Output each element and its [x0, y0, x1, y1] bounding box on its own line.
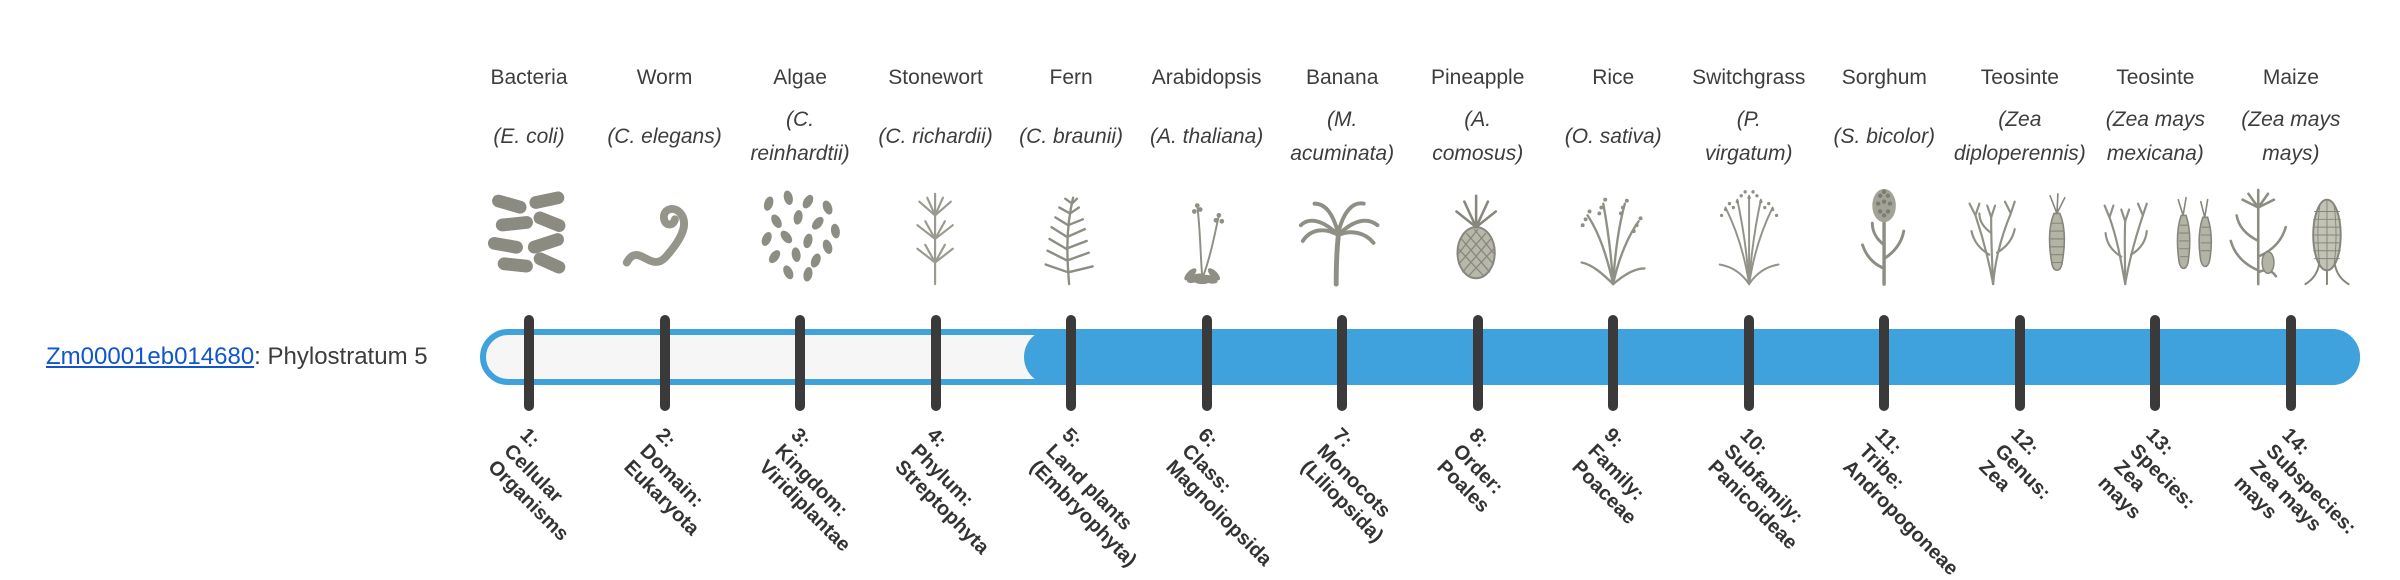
organism-common-name: Teosinte [2116, 66, 2195, 89]
organism-scientific-name: (C. richardii) [844, 100, 1028, 174]
organism-common-name: Sorghum [1841, 66, 1927, 89]
organism-scientific-name: (C. reinhardtii) [708, 100, 892, 174]
stratum-tick [2285, 315, 2296, 411]
organism-scientific-name: (Zea mays mexicana) [2063, 100, 2247, 174]
switchgrass-icon [1657, 176, 1841, 290]
organism-scientific-name: (O. sativa) [1521, 100, 1705, 174]
organism-scientific-name: (S. bicolor) [1792, 100, 1976, 174]
organism-scientific-name-line: (C. elegans) [607, 125, 722, 148]
organism-scientific-name-line: (A. [1464, 108, 1492, 131]
organism-scientific-name: (Zea diploperennis) [1928, 100, 2112, 174]
organism-common-name: Teosinte [1980, 66, 2059, 89]
arabidopsis-icon [1115, 176, 1299, 290]
organism-scientific-name: (A. comosus) [1386, 100, 1570, 174]
stratum-tick [659, 315, 670, 411]
stratum-tick [2150, 315, 2161, 411]
organism-scientific-name-line: mays) [2262, 142, 2320, 165]
organism-scientific-name-line: (P. [1736, 108, 1761, 131]
organism-scientific-name-line: (C. [786, 108, 815, 131]
organism-common-name: Arabidopsis [1151, 66, 1262, 89]
organism-scientific-name-line: (C. braunii) [1019, 125, 1124, 148]
organism-scientific-name: (M. acuminata) [1250, 100, 1434, 174]
organism-scientific-name-line: (C. richardii) [878, 125, 993, 148]
organism-scientific-name: (Zea mays mays) [2199, 100, 2383, 174]
gene-label: Zm00001eb014680: Phylostratum 5 [46, 343, 428, 371]
stonewort-icon [844, 176, 1028, 290]
organism-scientific-name-line: comosus) [1432, 142, 1524, 165]
stratum-tick [1066, 315, 1077, 411]
stratum-tick [524, 315, 534, 411]
teosinte-ear-icon [2063, 176, 2247, 290]
stratum-tick [1201, 315, 1212, 411]
organism-scientific-name: (A. thaliana) [1115, 100, 1299, 174]
sorghum-icon [1792, 176, 1976, 290]
organism-common-name: Switchgrass [1692, 66, 1806, 89]
worm-icon [573, 176, 757, 290]
fern-icon [979, 176, 1163, 290]
stratum-tick [795, 315, 806, 411]
teosinte-icon [1928, 176, 2112, 290]
organism-scientific-name-line: (Zea [1998, 108, 2042, 131]
organism-scientific-name-line: virgatum) [1705, 142, 1793, 165]
organism-common-name: Banana [1305, 66, 1379, 89]
organism-common-name: Maize [2262, 66, 2319, 89]
organism-common-name: Worm [636, 66, 693, 89]
organism-common-name: Algae [773, 66, 827, 89]
organism-scientific-name-line: (A. thaliana) [1150, 125, 1264, 148]
bacteria-icon [437, 176, 621, 290]
organism-common-name: Bacteria [490, 66, 568, 89]
organism-scientific-name-line: (S. bicolor) [1833, 125, 1936, 148]
gene-id-link[interactable]: Zm00001eb014680 [46, 343, 255, 370]
pineapple-icon [1386, 176, 1570, 290]
stratum-tick [1472, 315, 1483, 411]
organism-common-name: Rice [1592, 66, 1635, 89]
algae-icon [708, 176, 892, 290]
organism-scientific-name-line: diploperennis) [1953, 142, 2086, 165]
stratum-tick [930, 315, 941, 411]
organism-scientific-name: (C. elegans) [573, 100, 757, 174]
organism-scientific-name-line: (O. sativa) [1564, 125, 1662, 148]
stratum-tick [2014, 315, 2025, 411]
organism-scientific-name-line: acuminata) [1290, 142, 1395, 165]
phylostrata-bar-fill [1024, 329, 2360, 385]
organism-scientific-name-line: (M. [1327, 108, 1358, 131]
organism-scientific-name-line: (E. coli) [493, 125, 565, 148]
organism-scientific-name-line: reinhardtii) [750, 142, 850, 165]
stratum-tick [1337, 315, 1348, 411]
organism-scientific-name: (P. virgatum) [1657, 100, 1841, 174]
organism-scientific-name: (C. braunii) [979, 100, 1163, 174]
gene-phylostratum-text: : Phylostratum 5 [254, 343, 428, 370]
banana-icon [1250, 176, 1434, 290]
organism-scientific-name-line: (Zea mays [2241, 108, 2341, 131]
rice-icon [1521, 176, 1705, 290]
organism-scientific-name-line: (Zea mays [2105, 108, 2205, 131]
stratum-tick [1743, 315, 1754, 411]
organism-scientific-name: (E. coli) [437, 100, 621, 174]
stratum-tick [1608, 315, 1619, 411]
stratum-tick [1879, 315, 1890, 411]
maize-icon [2199, 176, 2383, 290]
organism-common-name: Pineapple [1430, 66, 1525, 89]
organism-common-name: Stonewort [888, 66, 983, 89]
organism-scientific-name-line: mexicana) [2106, 142, 2204, 165]
organism-common-name: Fern [1049, 66, 1093, 89]
